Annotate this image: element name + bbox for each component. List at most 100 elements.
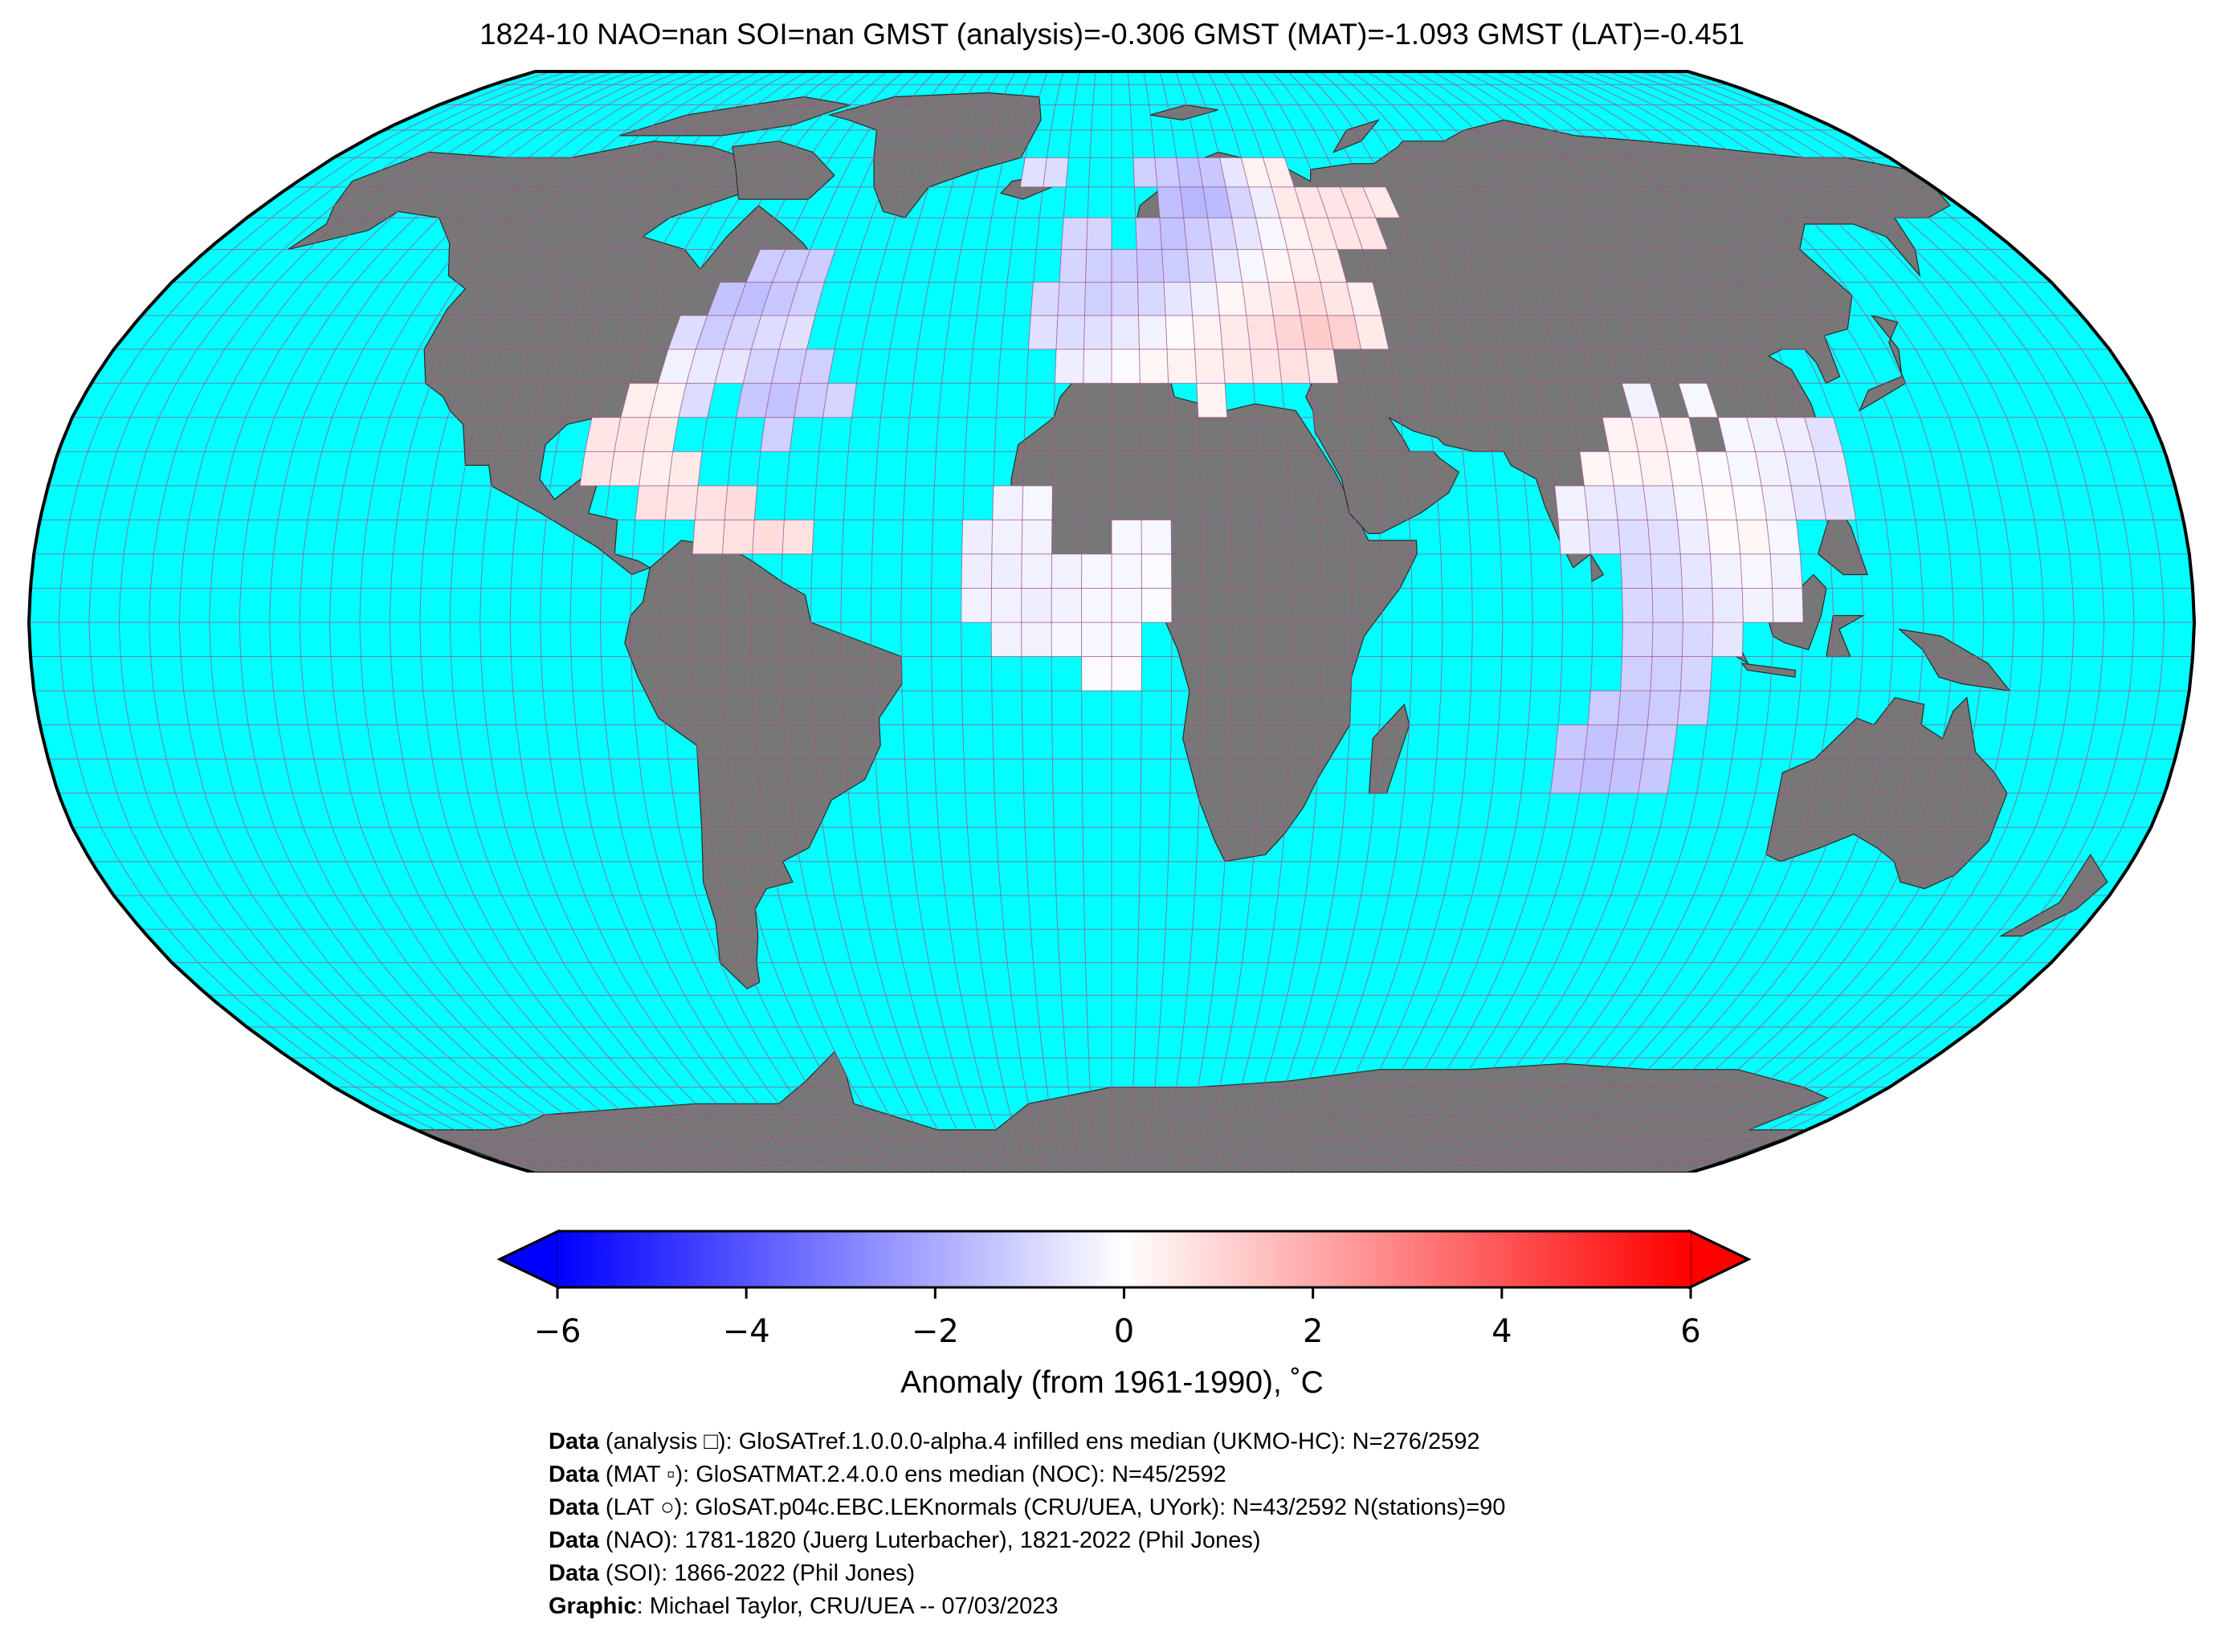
anomaly-cell <box>1558 520 1591 554</box>
anomaly-cell <box>696 315 735 349</box>
anomaly-cell <box>772 249 810 283</box>
anomaly-cell <box>1020 157 1047 187</box>
anomaly-cell <box>1618 520 1651 554</box>
meridian-line <box>1479 71 1804 1173</box>
anomaly-cell <box>961 553 992 589</box>
meridian-line <box>269 71 664 1173</box>
anomaly-cell <box>1294 186 1328 218</box>
anomaly-cell <box>1588 691 1621 725</box>
anomaly-cell <box>1202 186 1232 218</box>
meridian-line <box>1287 71 1443 1173</box>
meridian-line <box>630 71 856 1173</box>
meridian-line <box>1175 71 1233 1173</box>
meridian-line <box>1335 71 1533 1173</box>
anomaly-cell <box>1207 218 1238 250</box>
meridian-line <box>930 71 1016 1173</box>
meridian-line <box>1271 71 1413 1173</box>
anomaly-cell <box>723 315 761 349</box>
anomaly-cell <box>1190 282 1220 316</box>
anomaly-cell <box>1165 315 1195 349</box>
colorbar-tick-label: 2 <box>1303 1313 1323 1350</box>
meridian-line <box>1527 71 1895 1173</box>
anomaly-cell <box>1136 249 1164 283</box>
anomaly-cell <box>1081 553 1112 589</box>
colorbar-tick-label: 0 <box>1114 1313 1134 1350</box>
anomaly-cell <box>1083 349 1112 384</box>
anomaly-cell <box>1352 218 1388 250</box>
anomaly-cell <box>1180 186 1208 218</box>
meridian-line <box>599 71 840 1173</box>
anomaly-cell <box>1622 588 1653 622</box>
anomaly-cell <box>992 485 1023 520</box>
anomaly-cell <box>1081 622 1112 657</box>
land-java <box>1740 663 1797 678</box>
anomaly-cell <box>1766 520 1801 554</box>
anomaly-cell <box>1083 315 1112 349</box>
meridian-line <box>509 71 792 1173</box>
anomaly-cell <box>1112 553 1142 589</box>
anomaly-cell <box>1354 315 1389 349</box>
meridian-line <box>1319 71 1504 1173</box>
anomaly-cell <box>1726 451 1762 486</box>
colorbar-ticks: −6 −4 −2 0 2 4 6 <box>534 1287 1701 1350</box>
meridian-line <box>810 71 953 1173</box>
anomaly-cell <box>1222 349 1254 384</box>
meridian-line <box>1415 71 1683 1173</box>
anomaly-cell <box>1021 622 1052 657</box>
anomaly-cell <box>1707 520 1740 554</box>
anomaly-cell <box>1132 157 1157 187</box>
anomaly-cell <box>1059 249 1087 283</box>
anomaly-cell <box>1112 315 1140 349</box>
meridian-line <box>659 71 872 1173</box>
meridian-line <box>1639 71 2105 1173</box>
colorbar-tick-label: 4 <box>1492 1313 1512 1350</box>
meridian-line <box>178 71 616 1173</box>
anomaly-cell <box>1043 157 1069 187</box>
anomaly-cell <box>1650 553 1683 589</box>
anomaly-cell <box>1820 485 1856 520</box>
anomaly-cell <box>1618 691 1651 725</box>
anomaly-cell <box>1135 218 1162 250</box>
anomaly-cell <box>761 282 798 316</box>
anomaly-cell <box>788 282 825 316</box>
anomaly-cell <box>1328 218 1363 250</box>
anomaly-cell <box>1022 520 1052 554</box>
anomaly-cell <box>1263 157 1295 187</box>
anomaly-cell <box>1755 451 1791 486</box>
meridian-line <box>780 71 937 1173</box>
meridian-line <box>870 71 985 1173</box>
anomaly-cell <box>667 315 708 349</box>
anomaly-cell <box>714 349 752 384</box>
anomaly-cell <box>1030 282 1059 316</box>
colorbar-max-extension <box>1688 1229 1752 1290</box>
anomaly-cell <box>1814 451 1851 486</box>
meridian-line <box>389 71 728 1173</box>
anomaly-cell <box>580 451 614 486</box>
meridian-line <box>1143 71 1173 1173</box>
page-title: 1824-10 NAO=nan SOI=nan GMST (analysis)=… <box>479 18 1745 51</box>
anomaly-cell <box>1196 383 1227 418</box>
anomaly-cell <box>639 451 673 486</box>
colorbar-gradient <box>557 1231 1691 1287</box>
anomaly-cell <box>1231 218 1263 250</box>
anomaly-cell <box>1081 588 1112 622</box>
anomaly-cell <box>1055 349 1084 384</box>
meridian-line <box>1559 71 1954 1173</box>
anomaly-cell <box>1051 553 1082 589</box>
meridian-line <box>149 71 600 1173</box>
colorbar-tick-label: −4 <box>723 1313 770 1350</box>
anomaly-cell <box>1609 759 1643 793</box>
anomaly-cell <box>1647 691 1681 725</box>
anomaly-cell <box>1271 186 1304 218</box>
map-border <box>27 70 2197 1173</box>
anomaly-cell <box>1579 759 1614 793</box>
anomaly-cell <box>751 315 789 349</box>
anomaly-cell <box>1141 553 1172 589</box>
meridian-line <box>1081 71 1096 1173</box>
anomaly-cell <box>1785 451 1821 486</box>
meridian-line <box>1447 71 1744 1173</box>
credit-line: Data (LAT ○): GloSAT.p04c.EBC.LEKnormals… <box>549 1495 1506 1520</box>
anomaly-cell <box>1154 157 1181 187</box>
anomaly-cell <box>1246 315 1279 349</box>
anomaly-cell <box>752 520 785 554</box>
